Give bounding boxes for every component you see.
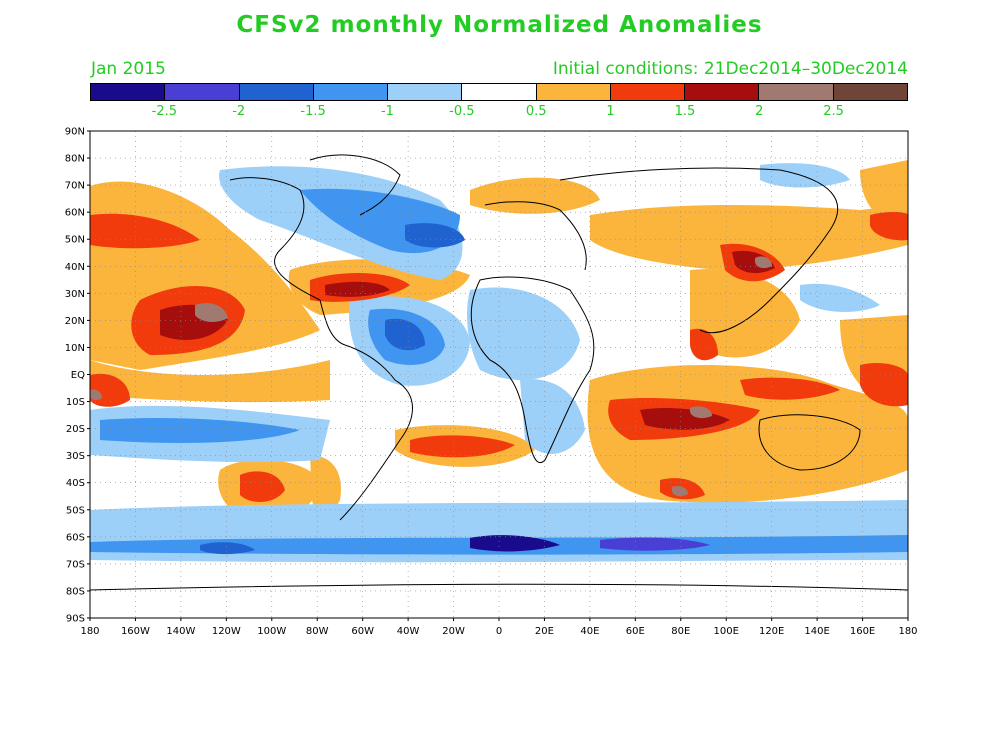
latitude-label: 30S	[66, 451, 85, 462]
color-scale-label: -2	[232, 104, 246, 119]
longitude-label: 180	[80, 626, 99, 637]
color-scale-label: -0.5	[449, 104, 475, 119]
longitude-label: 40E	[580, 626, 599, 637]
latitude-label: 60N	[65, 208, 85, 219]
longitude-label: 20E	[535, 626, 554, 637]
longitude-label: 0	[496, 626, 502, 637]
color-scale-label: 1.5	[674, 104, 696, 119]
latitude-label: 40N	[65, 262, 85, 273]
initial-conditions: Initial conditions: 21Dec2014–30Dec2014	[552, 59, 908, 79]
color-scale-segment	[685, 84, 760, 100]
longitude-label: 160E	[850, 626, 875, 637]
color-scale-segment	[239, 84, 314, 100]
longitude-label: 20W	[442, 626, 465, 637]
longitude-label: 140E	[804, 626, 829, 637]
latitude-label: 20S	[66, 424, 85, 435]
latitude-label: 70N	[65, 181, 85, 192]
latitude-label: 60S	[66, 532, 85, 543]
latitude-label: 40S	[66, 478, 85, 489]
longitude-label: 180	[898, 626, 917, 637]
color-scale-label: 2	[755, 104, 764, 119]
map-title: CFSv2 monthly Normalized Anomalies	[236, 12, 763, 38]
color-scale-segment	[833, 84, 907, 100]
longitude-label: 60W	[351, 626, 374, 637]
color-scale-segment	[610, 84, 686, 100]
latitude-label: 80S	[66, 586, 85, 597]
color-scale-segment	[462, 84, 537, 100]
latitude-label: EQ	[71, 370, 85, 381]
color-scale-label: -1.5	[300, 104, 326, 119]
latitude-label: 90S	[66, 614, 85, 625]
latitude-label: 90N	[65, 127, 85, 138]
latitude-label: 10S	[66, 397, 85, 408]
anomaly-shading	[90, 160, 908, 563]
latitude-label: 80N	[65, 154, 85, 165]
latitude-label: 10N	[65, 343, 85, 354]
longitude-label: 60E	[626, 626, 645, 637]
longitude-label: 80E	[671, 626, 690, 637]
longitude-label: 80W	[306, 626, 329, 637]
color-scale-segment	[165, 84, 240, 100]
color-scale-segment	[759, 84, 834, 100]
latitude-label: 30N	[65, 289, 85, 300]
longitude-label: 140W	[166, 626, 195, 637]
color-scale-bar	[90, 83, 908, 101]
color-scale-label: 1	[606, 104, 615, 119]
longitude-label: 100W	[257, 626, 286, 637]
color-scale-label: -1	[380, 104, 394, 119]
longitude-label: 160W	[121, 626, 150, 637]
color-scale-label: 2.5	[823, 104, 844, 119]
longitude-label: 40W	[397, 626, 420, 637]
color-scale-segment	[91, 84, 166, 100]
coastlines	[90, 154, 908, 591]
latitude-label: 50S	[66, 505, 85, 516]
graticule	[90, 131, 908, 618]
forecast-month: Jan 2015	[91, 59, 166, 79]
color-scale-label: -2.5	[151, 104, 178, 119]
color-scale-segment	[313, 84, 389, 100]
latitude-label: 20N	[65, 316, 85, 327]
longitude-labels: 180 160W 140W 120W 100W 80W 60W 40W 20W 0 20E 40E 60…	[80, 618, 918, 637]
latitude-label: 50N	[65, 235, 85, 246]
longitude-label: 120E	[759, 626, 784, 637]
color-scale-segment	[388, 84, 463, 100]
color-scale-segment	[536, 84, 611, 100]
color-scale-label: 0.5	[525, 104, 547, 119]
longitude-label: 100E	[714, 626, 739, 637]
latitude-label: 70S	[66, 559, 85, 570]
latitude-labels: 90N 80N 70N 60N 50N 40N 30N 20N 10N EQ 10S 20S 30S 40…	[65, 127, 90, 625]
longitude-label: 120W	[212, 626, 241, 637]
